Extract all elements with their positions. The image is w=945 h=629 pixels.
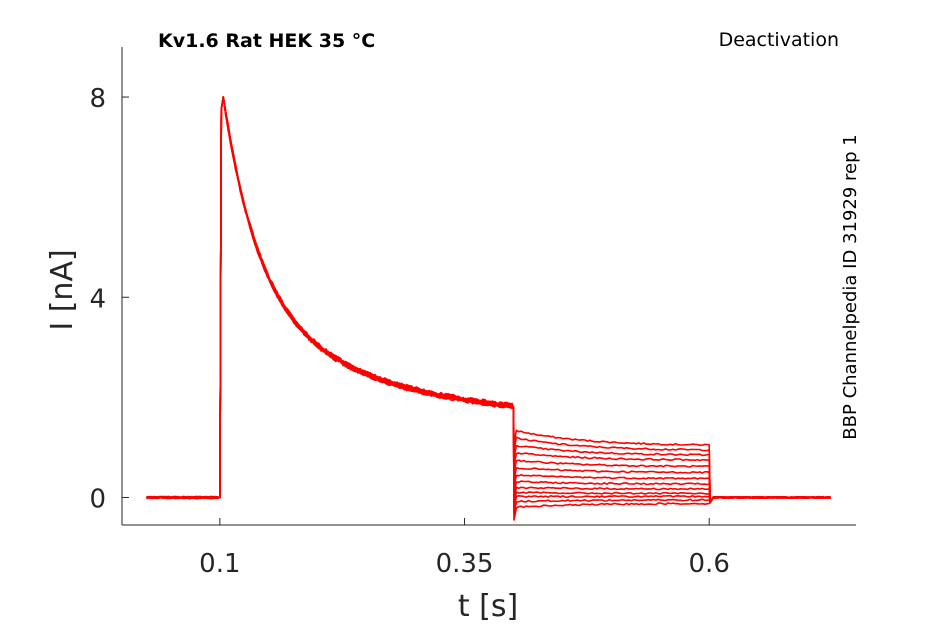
x-axis-label: t [s] (458, 589, 518, 624)
traces-group (146, 96, 831, 521)
x-tick-label: 0.1 (199, 549, 240, 579)
y-tick-label: 0 (89, 484, 106, 514)
trace-line (146, 96, 831, 521)
side-label: BBP Channelpedia ID 31929 rep 1 (840, 134, 861, 439)
ticks-group: 0.1 0.35 0.6 0 4 8 (89, 84, 729, 579)
y-tick-label: 8 (89, 84, 106, 114)
y-tick-label: 4 (89, 284, 106, 314)
x-tick-label: 0.6 (689, 549, 730, 579)
y-axis-label: I [nA] (45, 249, 80, 330)
chart-subtitle: Deactivation (719, 29, 839, 51)
chart-title: Kv1.6 Rat HEK 35 °C (158, 30, 375, 52)
axes-group (121, 47, 856, 526)
x-tick-label: 0.35 (436, 549, 494, 579)
